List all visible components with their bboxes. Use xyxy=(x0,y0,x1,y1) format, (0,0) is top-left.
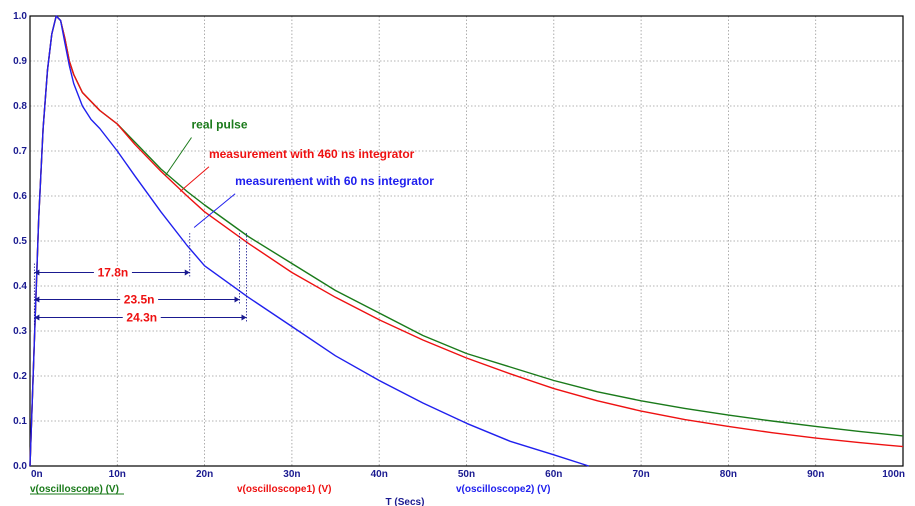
y-tick-label: 0.5 xyxy=(13,236,27,247)
y-tick-label: 0.1 xyxy=(13,416,27,427)
x-tick-label: 0n xyxy=(31,469,43,480)
measurement-arrow-end xyxy=(234,296,240,303)
measurement-label-bg xyxy=(93,266,132,279)
annotation-leader xyxy=(164,137,192,177)
measurement-arrow-start xyxy=(34,296,40,303)
y-tick-label: 0.8 xyxy=(13,101,27,112)
x-tick-label: 70n xyxy=(632,469,649,480)
measurement-label-bg xyxy=(122,311,161,324)
measurement-label-bg xyxy=(120,293,159,306)
series-line xyxy=(29,15,589,467)
y-tick-label: 0.6 xyxy=(13,191,27,202)
measurement-label: 17.8n xyxy=(98,266,129,280)
annotation-leader xyxy=(193,193,236,228)
measurement-arrow-start xyxy=(34,314,40,321)
y-tick-label: 0.7 xyxy=(13,146,27,157)
x-tick-label: 50n xyxy=(458,469,475,480)
measurement-arrow-end xyxy=(184,269,190,276)
annotation-label: real pulse xyxy=(192,118,248,132)
x-tick-label: 90n xyxy=(807,469,824,480)
measurement-arrow-start xyxy=(34,269,40,276)
x-tick-label: 20n xyxy=(196,469,213,480)
annotation-label: measurement with 460 ns integrator xyxy=(209,147,415,161)
y-tick-label: 0.0 xyxy=(13,461,27,472)
x-tick-label: 40n xyxy=(371,469,388,480)
x-tick-label: 100n xyxy=(882,469,905,480)
y-tick-label: 0.9 xyxy=(13,56,27,67)
annotation-label: measurement with 60 ns integrator xyxy=(235,174,434,188)
measurement-arrow-end xyxy=(241,314,247,321)
x-axis-label: T (Secs) xyxy=(386,497,425,506)
legend-entry: v(oscilloscope2) (V) xyxy=(456,484,550,495)
measurement-label: 24.3n xyxy=(126,311,157,325)
y-tick-label: 0.2 xyxy=(13,371,27,382)
x-tick-label: 60n xyxy=(545,469,562,480)
legend-entry: v(oscilloscope1) (V) xyxy=(237,484,331,495)
y-tick-label: 0.3 xyxy=(13,326,27,337)
x-tick-label: 10n xyxy=(109,469,126,480)
y-tick-label: 1.0 xyxy=(13,11,27,22)
measurement-label: 23.5n xyxy=(124,293,155,307)
annotation-leader xyxy=(179,166,210,192)
x-tick-label: 80n xyxy=(720,469,737,480)
x-tick-label: 30n xyxy=(283,469,300,480)
legend-entry: v(oscilloscope) (V) xyxy=(30,484,119,495)
plot-frame xyxy=(29,15,904,467)
y-tick-label: 0.4 xyxy=(13,281,27,292)
